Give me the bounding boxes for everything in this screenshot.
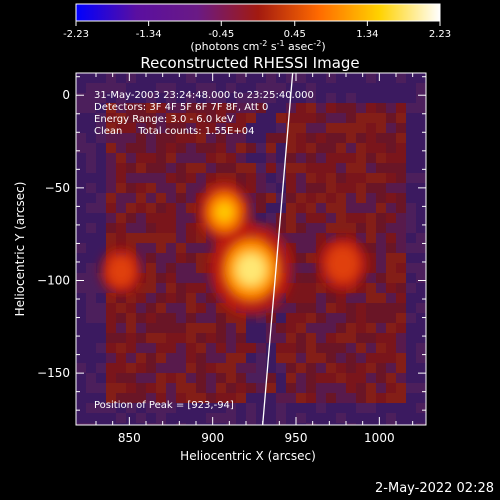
chart-title: Reconstructed RHESSI Image bbox=[140, 54, 359, 72]
y-tick-label: 0 bbox=[62, 88, 70, 102]
x-tick-label: 900 bbox=[201, 431, 224, 445]
heatmap-sources bbox=[100, 181, 367, 316]
colorbar: -2.23 -1.34 -0.45 0.45 1.34 2.23 (photons cm-… bbox=[63, 3, 451, 53]
y-tick-label: −100 bbox=[37, 273, 70, 287]
info-total-counts: Clean Total counts: 1.55E+04 bbox=[94, 126, 254, 137]
render-date: 2-May-2022 02:28 bbox=[375, 481, 494, 496]
y-tick-label: −50 bbox=[45, 181, 70, 195]
colorbar-tick-label: 0.45 bbox=[284, 29, 306, 40]
source-blob bbox=[209, 222, 293, 316]
info-time-range: 31-May-2003 23:24:48.000 to 23:25:40.000 bbox=[94, 90, 314, 101]
colorbar-tick-label: 2.23 bbox=[429, 29, 451, 40]
info-energy-range: Energy Range: 3.0 - 6.0 keV bbox=[94, 114, 234, 125]
peak-position-label: Position of Peak = [923,-94] bbox=[94, 400, 234, 411]
colorbar-tick-label: -1.34 bbox=[136, 29, 162, 40]
y-tick-label: −150 bbox=[37, 366, 70, 380]
colorbar-ticks: -2.23 -1.34 -0.45 0.45 1.34 2.23 bbox=[63, 21, 451, 40]
x-tick-label: 950 bbox=[285, 431, 308, 445]
x-axis-label: Heliocentric X (arcsec) bbox=[180, 449, 316, 463]
colorbar-tick-label: -0.45 bbox=[208, 29, 234, 40]
info-detectors: Detectors: 3F 4F 5F 6F 7F 8F, Att 0 bbox=[94, 102, 268, 113]
y-axis-label: Heliocentric Y (arcsec) bbox=[13, 182, 27, 317]
colorbar-unit-label: (photons cm-2 s-1 asec-2) bbox=[190, 39, 325, 53]
plot-area: 850 900 950 1000 0 −50 −100 −150 31-May-2003 23… bbox=[37, 72, 427, 445]
x-tick-label: 1000 bbox=[364, 431, 395, 445]
info-block: 31-May-2003 23:24:48.000 to 23:25:40.000… bbox=[94, 90, 314, 137]
axes: 850 900 950 1000 0 −50 −100 −150 bbox=[37, 73, 426, 445]
source-blob bbox=[100, 248, 142, 295]
solar-limb-line bbox=[262, 73, 294, 425]
colorbar-tick-label: -2.23 bbox=[63, 29, 89, 40]
colorbar-tick-label: 1.34 bbox=[356, 29, 378, 40]
source-blob bbox=[318, 236, 367, 292]
x-tick-label: 850 bbox=[118, 431, 141, 445]
colorbar-gradient bbox=[75, 3, 441, 22]
source-blob bbox=[197, 181, 252, 243]
plot-frame bbox=[75, 72, 427, 426]
